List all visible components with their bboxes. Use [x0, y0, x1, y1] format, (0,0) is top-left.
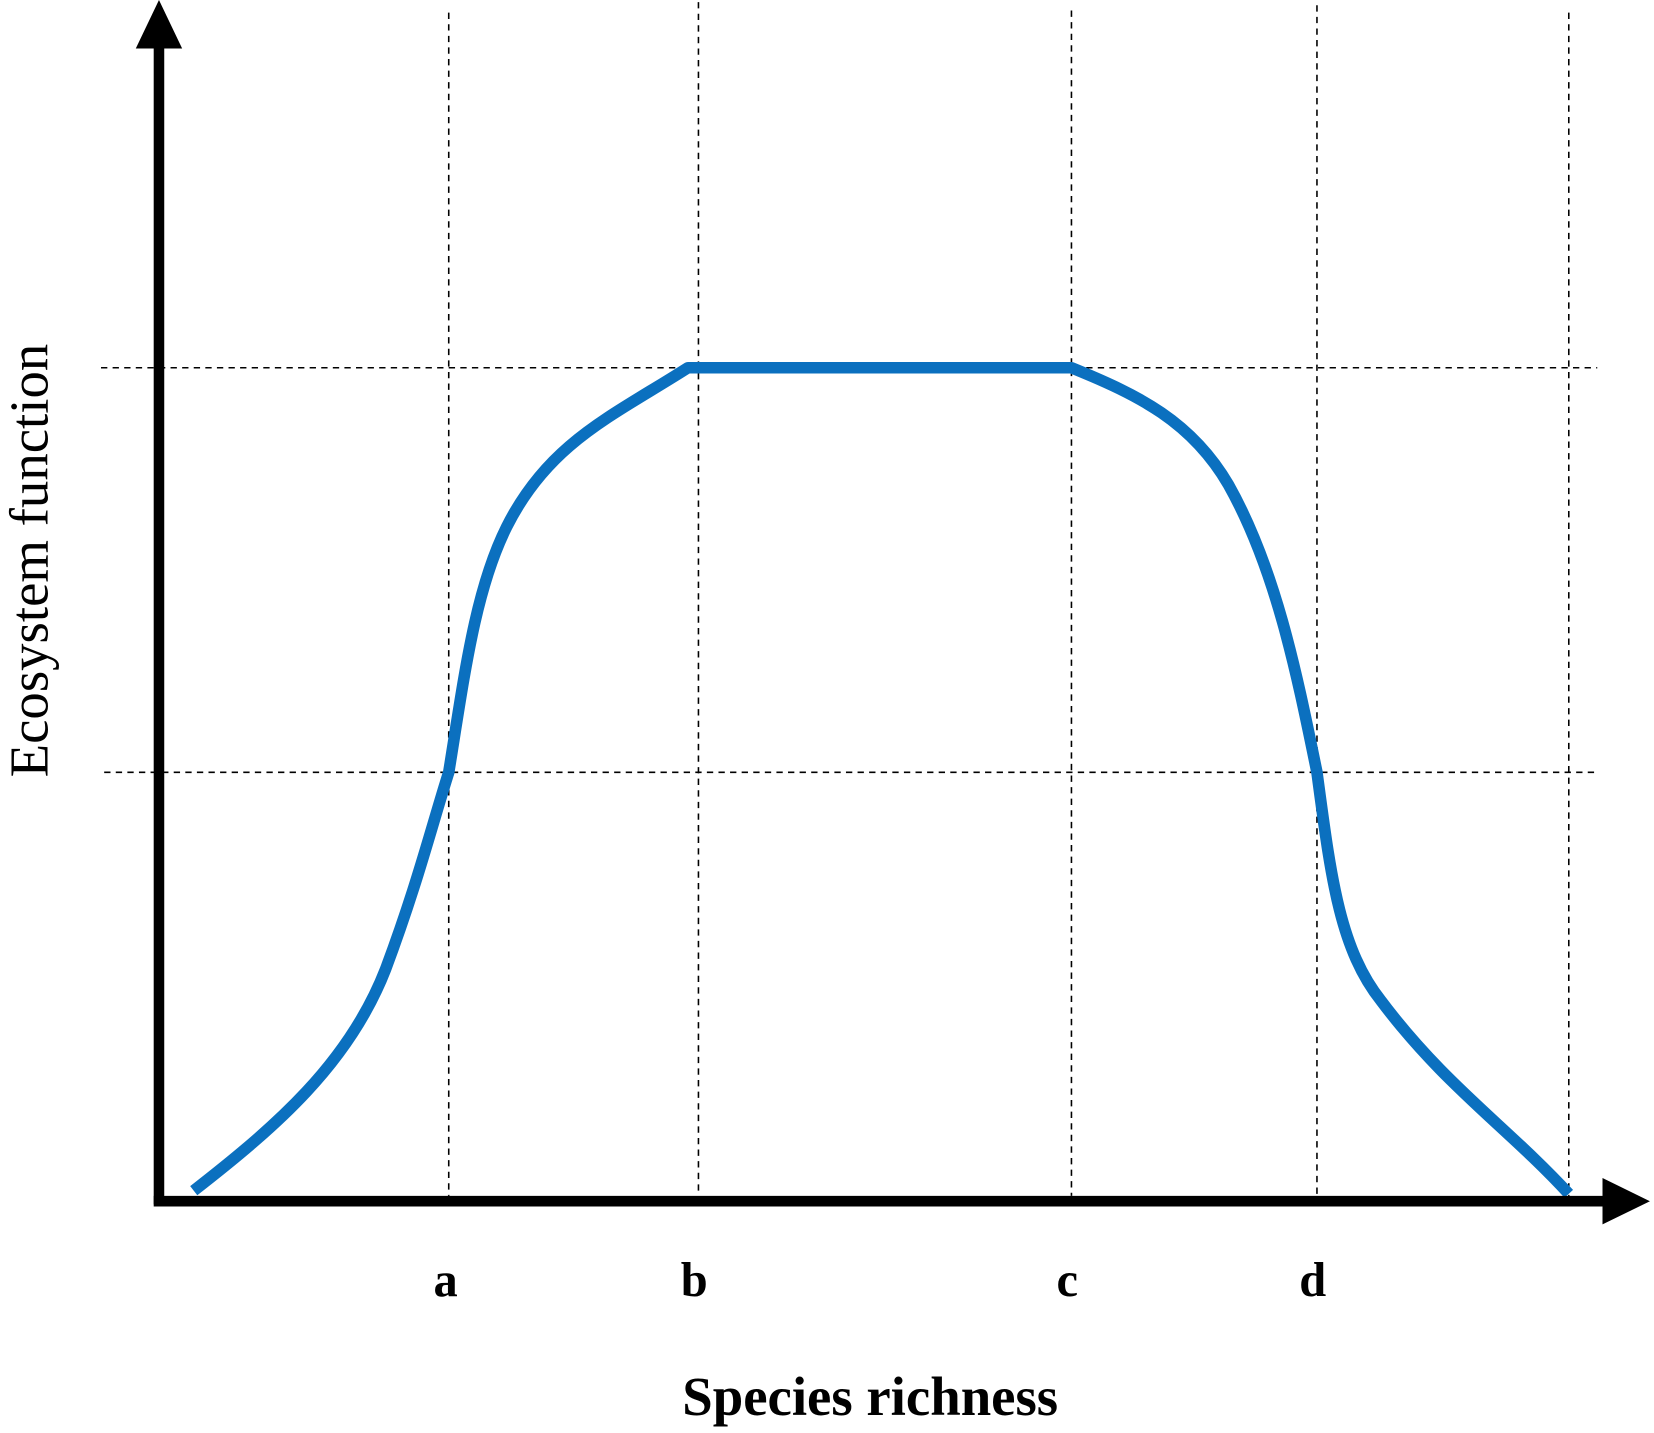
- marker-label: a: [433, 1254, 457, 1307]
- guide-lines: [101, 2, 1598, 1196]
- marker-label: d: [1299, 1254, 1326, 1307]
- x-axis-arrow: [1602, 1178, 1650, 1225]
- curve: [190, 361, 1574, 1198]
- axes: [135, 0, 1650, 1225]
- x-axis-label: Species richness: [682, 1366, 1058, 1427]
- y-axis-label: Ecosystem function: [0, 344, 59, 778]
- marker-label: c: [1056, 1254, 1078, 1307]
- marker-label: b: [681, 1254, 708, 1307]
- y-axis-arrow: [135, 0, 183, 49]
